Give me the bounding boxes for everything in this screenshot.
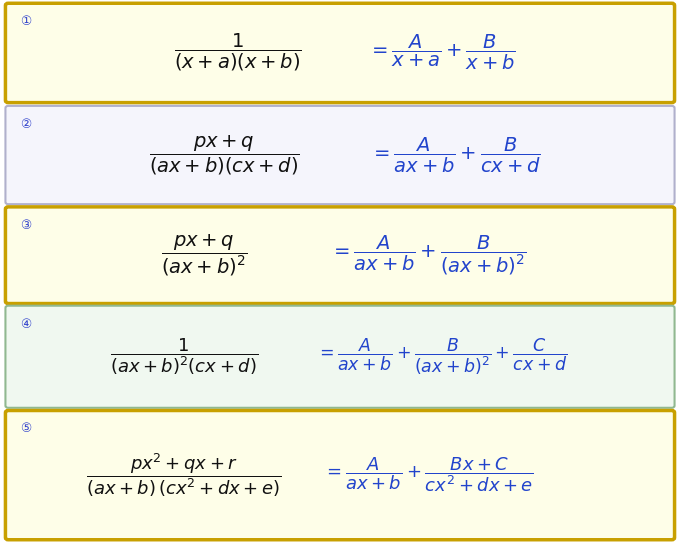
Text: ①: ① bbox=[20, 15, 32, 28]
Text: $\dfrac{px^{2}+qx+r}{(ax+b)\,(cx^{2}+dx+e)}$: $\dfrac{px^{2}+qx+r}{(ax+b)\,(cx^{2}+dx+… bbox=[86, 451, 282, 499]
Text: ②: ② bbox=[20, 118, 32, 131]
Text: $= \dfrac{A}{ax+b} + \dfrac{Bx+C}{cx^{2}+dx+e}$: $= \dfrac{A}{ax+b} + \dfrac{Bx+C}{cx^{2}… bbox=[323, 456, 534, 495]
FancyBboxPatch shape bbox=[5, 207, 675, 304]
Text: $\dfrac{px+q}{(ax+b)(cx+d)}$: $\dfrac{px+q}{(ax+b)(cx+d)}$ bbox=[149, 134, 300, 176]
Text: $\dfrac{px+q}{(ax+b)^{2}}$: $\dfrac{px+q}{(ax+b)^{2}}$ bbox=[160, 232, 248, 278]
Text: $\dfrac{1}{(ax+b)^{2}(cx+d)}$: $\dfrac{1}{(ax+b)^{2}(cx+d)}$ bbox=[109, 336, 258, 377]
Text: $= \dfrac{A}{ax+b} + \dfrac{B}{(ax+b)^{2}} + \dfrac{C}{cx+d}$: $= \dfrac{A}{ax+b} + \dfrac{B}{(ax+b)^{2… bbox=[316, 337, 568, 377]
FancyBboxPatch shape bbox=[5, 106, 675, 204]
Text: $= \dfrac{A}{ax+b} + \dfrac{B}{cx+d}$: $= \dfrac{A}{ax+b} + \dfrac{B}{cx+d}$ bbox=[370, 136, 541, 174]
Text: $= \dfrac{A}{x+a} + \dfrac{B}{x+b}$: $= \dfrac{A}{x+a} + \dfrac{B}{x+b}$ bbox=[368, 34, 516, 72]
Text: ④: ④ bbox=[20, 318, 32, 331]
Text: ⑤: ⑤ bbox=[20, 422, 32, 435]
FancyBboxPatch shape bbox=[5, 306, 675, 408]
Text: ③: ③ bbox=[20, 219, 32, 232]
FancyBboxPatch shape bbox=[5, 411, 675, 540]
FancyBboxPatch shape bbox=[5, 3, 675, 103]
Text: $= \dfrac{A}{ax+b} + \dfrac{B}{(ax+b)^{2}}$: $= \dfrac{A}{ax+b} + \dfrac{B}{(ax+b)^{2… bbox=[330, 233, 527, 277]
Text: $\dfrac{1}{(x+a)(x+b)}$: $\dfrac{1}{(x+a)(x+b)}$ bbox=[174, 33, 302, 73]
